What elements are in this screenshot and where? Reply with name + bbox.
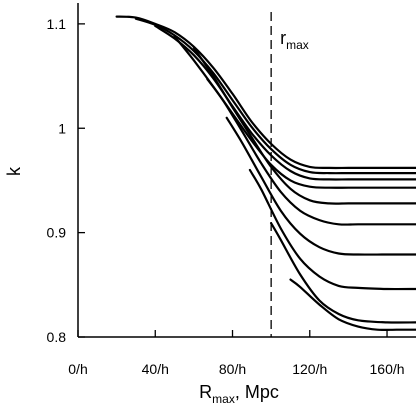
x-tick-label: 80/h <box>219 361 246 377</box>
series-line-4 <box>173 35 416 189</box>
series-line-1 <box>115 15 416 170</box>
series-line-10 <box>289 278 416 332</box>
rmax-annotation-sub: max <box>286 38 309 52</box>
x-tick-label: 40/h <box>142 361 169 377</box>
series-line-8 <box>248 168 416 291</box>
plot-layer <box>115 15 416 332</box>
x-tick-label: 0/h <box>68 361 87 377</box>
x-axis-title-rest: , Mpc <box>235 382 279 402</box>
y-tick-label: 1 <box>58 120 66 136</box>
x-axis-title-main: R <box>199 382 212 402</box>
series-line-9 <box>270 222 416 324</box>
y-tick-label: 0.8 <box>47 329 67 345</box>
y-tick-label: 1.1 <box>47 16 67 32</box>
rmax-annotation-main: r <box>280 28 286 48</box>
series-line-6 <box>206 78 416 226</box>
rmax-annotation: rmax <box>280 28 309 52</box>
x-tick-label: 160/h <box>370 361 405 377</box>
x-axis-title-sub: max <box>212 392 235 406</box>
series-line-2 <box>134 17 416 175</box>
axis-layer <box>77 3 416 338</box>
x-tick-label: 120/h <box>292 361 327 377</box>
series-line-7 <box>225 116 416 256</box>
tick-layer: 0/h 40/h 80/h 120/h 160/h 0.8 0.9 1 1.1 <box>47 16 405 377</box>
series-line-5 <box>192 46 416 205</box>
y-tick-label: 0.9 <box>47 225 67 241</box>
series-line-3 <box>154 24 416 181</box>
x-axis-title: Rmax, Mpc <box>199 382 279 406</box>
y-axis-title: k <box>4 166 24 176</box>
